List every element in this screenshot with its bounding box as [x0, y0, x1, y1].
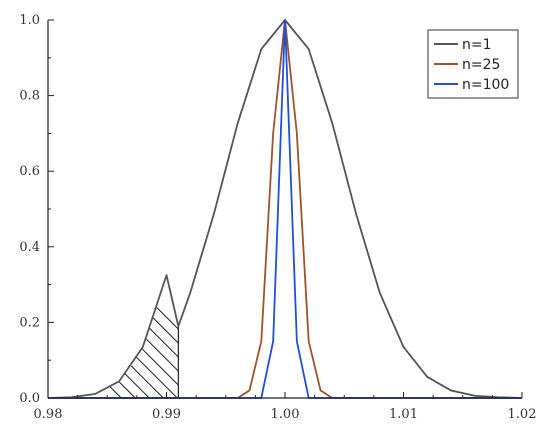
- y-tick-label: 0.4: [19, 240, 40, 255]
- legend-label: n=100: [462, 77, 509, 93]
- x-tick-label: 0.98: [34, 407, 63, 422]
- axes: [47, 19, 523, 399]
- hatch-line: [145, 338, 179, 372]
- legend: n=1 n=25 n=100: [427, 29, 519, 99]
- hatch-line: [155, 306, 179, 330]
- x-tick-label: 1.00: [271, 407, 300, 422]
- hatch-line: [152, 317, 179, 344]
- hatch-region: [109, 306, 179, 399]
- hatch-line: [148, 327, 179, 358]
- x-tick-label: 1.01: [389, 407, 418, 422]
- y-tick-label: 0.8: [19, 89, 40, 104]
- hatch-line: [118, 381, 136, 399]
- y-tick-labels: 0.0 0.2 0.4 0.6 0.8 1.0: [19, 13, 40, 406]
- y-tick-label: 1.0: [19, 13, 40, 28]
- legend-label: n=25: [462, 57, 500, 73]
- hatch-line: [109, 386, 122, 399]
- x-tick-labels: 0.98 0.99 1.00 1.01 1.02: [34, 407, 537, 422]
- hatch-line: [124, 373, 150, 399]
- y-tick-label: 0.0: [19, 391, 40, 406]
- legend-label: n=1: [462, 37, 492, 53]
- hatch-line: [141, 348, 179, 386]
- x-tick-label: 0.99: [152, 407, 181, 422]
- hatch-line: [135, 356, 178, 399]
- y-tick-label: 0.2: [19, 315, 40, 330]
- series-line-0: [47, 19, 523, 399]
- hatch-line: [130, 365, 164, 399]
- y-tick-label: 0.6: [19, 164, 40, 179]
- x-tick-label: 1.02: [508, 407, 537, 422]
